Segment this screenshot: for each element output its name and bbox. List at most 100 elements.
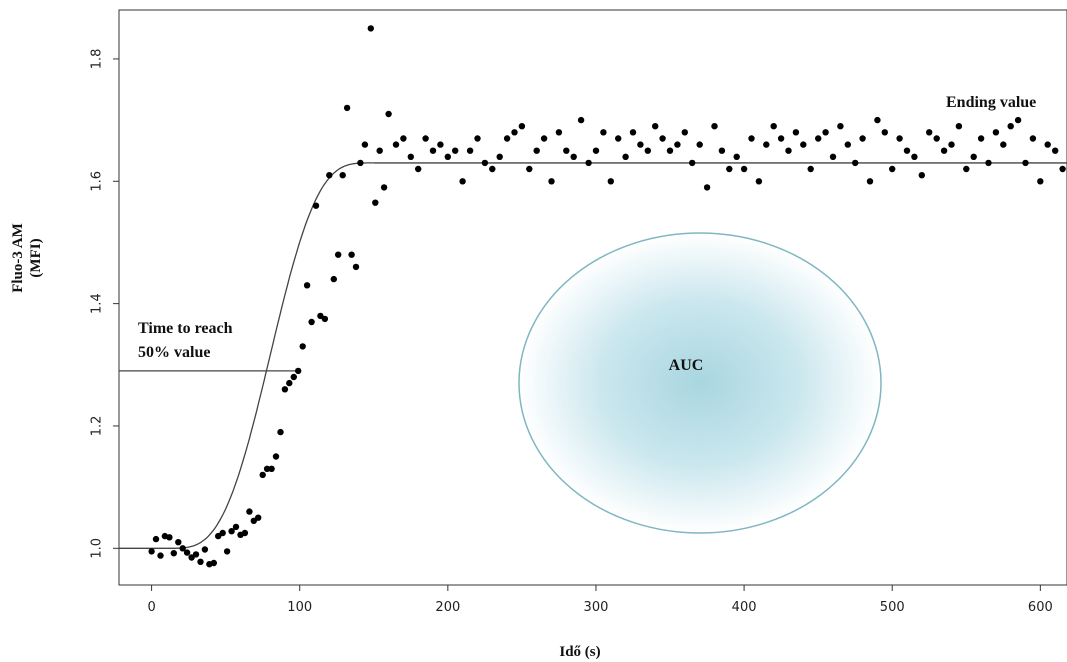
data-point xyxy=(889,165,896,173)
y-axis: 1.0 1.2 1.4 1.6 1.8 xyxy=(90,49,119,559)
fit-curve xyxy=(166,162,374,549)
data-point xyxy=(481,159,489,167)
data-point xyxy=(372,199,379,206)
data-point xyxy=(489,165,496,173)
data-point xyxy=(228,528,235,535)
data-point xyxy=(326,172,333,179)
data-point xyxy=(380,184,388,191)
data-point xyxy=(696,141,703,148)
data-point xyxy=(179,545,186,552)
y-tick-label: 1.0 xyxy=(90,538,105,559)
data-point xyxy=(1044,141,1051,148)
data-point xyxy=(503,135,511,142)
data-point xyxy=(533,147,540,154)
data-point xyxy=(201,546,209,553)
data-point xyxy=(348,251,355,258)
data-point xyxy=(444,153,451,160)
data-point xyxy=(197,558,204,565)
data-point xyxy=(400,135,407,142)
data-point xyxy=(985,159,992,167)
data-point xyxy=(600,129,607,136)
data-point xyxy=(822,129,829,136)
data-point xyxy=(837,123,844,130)
data-point xyxy=(1052,147,1059,154)
data-point xyxy=(175,539,182,546)
data-point xyxy=(963,165,970,173)
data-point xyxy=(977,135,985,142)
y-tick-label: 1.8 xyxy=(90,49,105,70)
data-point xyxy=(718,147,726,154)
data-point xyxy=(866,178,874,185)
data-point xyxy=(681,129,688,136)
y-tick-label: 1.6 xyxy=(90,171,105,192)
data-point xyxy=(726,165,733,173)
data-point xyxy=(592,147,600,154)
auc-region xyxy=(518,232,882,534)
data-point xyxy=(312,202,320,209)
data-point xyxy=(955,123,963,130)
data-point xyxy=(277,428,284,436)
data-point xyxy=(317,312,324,320)
x-axis: 0 100 200 300 400 500 600 xyxy=(147,585,1053,615)
data-point xyxy=(241,529,249,537)
data-point xyxy=(948,141,955,148)
data-point xyxy=(970,153,977,160)
data-point xyxy=(422,135,429,142)
data-point xyxy=(1029,135,1037,142)
data-point xyxy=(933,135,940,142)
data-point xyxy=(303,282,311,289)
ending-value-label: Ending value xyxy=(946,94,1036,111)
data-point xyxy=(607,178,614,185)
data-point xyxy=(367,25,374,32)
data-point xyxy=(703,184,711,191)
data-point xyxy=(357,159,364,167)
data-point xyxy=(674,141,681,148)
data-point xyxy=(223,548,231,555)
data-point xyxy=(407,153,414,160)
data-point xyxy=(496,153,503,160)
data-point xyxy=(652,123,659,130)
data-point xyxy=(343,104,351,112)
data-point xyxy=(259,471,266,479)
x-tick-label: 200 xyxy=(435,600,460,615)
data-point xyxy=(637,141,644,148)
x-axis-title: Idő (s) xyxy=(559,644,600,660)
time-to-reach-label-line1: Time to reach xyxy=(138,320,233,337)
data-point xyxy=(800,141,807,148)
data-point xyxy=(466,147,474,154)
data-point xyxy=(896,135,903,142)
data-point xyxy=(330,275,337,283)
y-tick-label: 1.4 xyxy=(90,293,105,314)
data-point xyxy=(881,129,888,136)
data-point xyxy=(263,465,271,472)
data-point xyxy=(622,153,629,160)
data-point xyxy=(903,147,911,154)
y-tick-label: 1.2 xyxy=(90,416,105,437)
data-point xyxy=(585,159,592,167)
data-point xyxy=(321,315,329,323)
data-point xyxy=(659,135,666,142)
data-point xyxy=(170,550,177,557)
data-point xyxy=(792,129,800,136)
time-to-reach-label-line2: 50% value xyxy=(138,344,210,361)
data-point xyxy=(740,165,748,173)
x-tick-label: 100 xyxy=(287,600,312,615)
data-point xyxy=(940,147,948,154)
data-point xyxy=(518,123,526,130)
data-point xyxy=(1022,159,1029,167)
plot-frame xyxy=(118,9,1067,586)
data-point xyxy=(577,116,585,124)
data-point xyxy=(361,141,369,148)
data-point xyxy=(852,159,859,167)
data-point xyxy=(526,165,533,173)
x-tick-label: 600 xyxy=(1028,600,1053,615)
data-point xyxy=(763,141,770,148)
data-point xyxy=(392,141,400,148)
data-point xyxy=(272,453,280,460)
data-point xyxy=(733,153,740,160)
data-point xyxy=(232,523,240,531)
data-point xyxy=(376,147,383,154)
data-point xyxy=(286,379,293,387)
data-point xyxy=(157,552,164,559)
